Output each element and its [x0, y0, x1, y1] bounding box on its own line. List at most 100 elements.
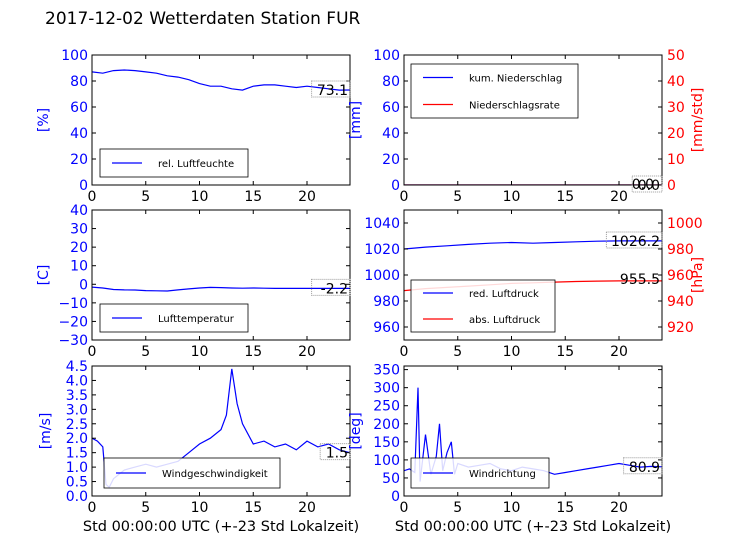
plot-frame — [91, 209, 351, 341]
value-label-2: 955.5 — [620, 272, 660, 288]
x-tick-label: 0 — [88, 189, 97, 205]
y2-axis-label: [mm/std] — [690, 88, 706, 153]
legend-label: Windrichtung — [469, 469, 536, 480]
y-tick-label: 0.0 — [66, 489, 88, 505]
legend-label: rel. Luftfeuchte — [158, 159, 234, 170]
y-tick-label: 100 — [373, 453, 400, 469]
x-tick-label: 20 — [610, 500, 628, 516]
y2-tick-label: 50 — [667, 48, 685, 64]
y-tick-label: 2.0 — [66, 431, 88, 447]
x-tick-label: 20 — [298, 189, 316, 205]
panel-pressure: 0 5 10 15 20 960 980 1000 1020 1040 920 940 960 980 10… — [364, 209, 706, 360]
y-tick-label: 40 — [70, 126, 88, 142]
y-tick-label: 1.0 — [66, 460, 88, 476]
x-tick-label: 20 — [610, 189, 628, 205]
y2-tick-label: 940 — [667, 294, 694, 310]
y-tick-label: 300 — [373, 381, 400, 397]
y-tick-label: 960 — [373, 320, 400, 336]
value-label: 80.9 — [629, 460, 660, 476]
x-tick-label: 0 — [88, 500, 97, 516]
x-tick-label: 10 — [503, 344, 521, 360]
x-tick-label: 20 — [298, 500, 316, 516]
y-tick-label: −30 — [58, 333, 88, 349]
y2-tick-label: 40 — [667, 74, 685, 90]
y-tick-label: 30 — [70, 222, 88, 238]
y-tick-label: 100 — [373, 48, 400, 64]
y-tick-label: 0 — [79, 277, 88, 293]
legend-box — [410, 63, 579, 119]
y-tick-label: 0.5 — [66, 475, 88, 491]
value-label: -2.2 — [321, 281, 348, 297]
x-tick-label: 15 — [556, 500, 574, 516]
y-tick-label: 20 — [70, 152, 88, 168]
value-label-box — [311, 278, 351, 296]
value-label-2: 0.0 — [632, 177, 654, 193]
y-tick-label: 200 — [373, 417, 400, 433]
y2-tick-label: 10 — [667, 152, 685, 168]
x-tick-label: 10 — [191, 344, 209, 360]
plot-frame — [91, 365, 351, 497]
y-tick-label: 40 — [70, 203, 88, 219]
x-tick-label: 10 — [503, 189, 521, 205]
series-line-pressure-0 — [404, 240, 662, 250]
y2-axis-label: [hPa] — [690, 257, 706, 293]
y-tick-label: 250 — [373, 399, 400, 415]
x-tick-label: 0 — [400, 344, 409, 360]
panel-humidity: 0 5 10 15 20 0 20 40 60 80 100 [%] 73.1 rel. Luftfeuc… — [36, 48, 351, 205]
y-tick-label: 80 — [382, 74, 400, 90]
legend-label: Windgeschwindigkeit — [162, 469, 268, 480]
x-tick-label: 5 — [453, 344, 462, 360]
value-label: 73.1 — [317, 83, 348, 99]
panel-precipitation: 0 5 10 15 20 0 20 40 60 80 100 0 10 20 30 40 50 [mm] [mm/s… — [348, 48, 706, 205]
y-tick-label: 350 — [373, 363, 400, 379]
value-label: 0.0 — [638, 178, 660, 194]
value-label-box — [311, 80, 351, 98]
x-tick-label: 5 — [453, 500, 462, 516]
x-tick-label: 0 — [400, 189, 409, 205]
legend-label: Lufttemperatur — [158, 314, 235, 325]
value-label-box — [319, 443, 351, 461]
y-axis-label: [%] — [36, 108, 52, 132]
y-tick-label: 20 — [70, 240, 88, 256]
x-tick-label: 15 — [244, 344, 262, 360]
y-tick-label: 2.5 — [66, 417, 88, 433]
y-tick-label: 150 — [373, 435, 400, 451]
legend-label: kum. Niederschlag — [469, 74, 562, 85]
y-tick-label: 100 — [61, 48, 88, 64]
y-tick-label: −10 — [58, 296, 88, 312]
y-tick-label: 60 — [382, 100, 400, 116]
x-axis-label: Std 00:00:00 UTC (+-23 Std Lokalzeit) — [395, 519, 671, 535]
y2-tick-label: 0 — [667, 178, 676, 194]
y-tick-label: 0 — [391, 178, 400, 194]
y-tick-label: 0 — [391, 489, 400, 505]
legend-label: Niederschlagsrate — [469, 101, 560, 112]
y2-tick-label: 960 — [667, 268, 694, 284]
x-tick-label: 5 — [141, 344, 150, 360]
y-axis-label: [m/s] — [38, 413, 54, 450]
y-tick-label: 4.0 — [66, 373, 88, 389]
y-tick-label: 980 — [373, 294, 400, 310]
y2-tick-label: 980 — [667, 242, 694, 258]
y-axis-label: [C] — [36, 265, 52, 286]
legend-label: abs. Luftdruck — [469, 315, 540, 326]
legend-box — [410, 279, 556, 333]
x-axis-label: Std 00:00:00 UTC (+-23 Std Lokalzeit) — [83, 519, 359, 535]
value-label: 1.5 — [326, 446, 348, 462]
x-tick-label: 5 — [141, 500, 150, 516]
y-axis-label: [mm] — [348, 101, 364, 139]
y-tick-label: 1040 — [364, 216, 400, 232]
x-tick-label: 5 — [141, 189, 150, 205]
y-tick-label: 1000 — [364, 268, 400, 284]
y-tick-label: 10 — [70, 259, 88, 275]
y2-tick-label: 920 — [667, 320, 694, 336]
panel-temperature: 0 5 10 15 20 −30 −20 −10 0 10 20 30 40 [C] -2.2 Lufttem… — [36, 203, 351, 360]
y-tick-label: 60 — [70, 100, 88, 116]
plot-frame — [403, 365, 663, 497]
x-tick-label: 15 — [556, 189, 574, 205]
plot-frame — [403, 54, 663, 186]
y-tick-label: 50 — [382, 471, 400, 487]
x-tick-label: 0 — [400, 500, 409, 516]
value-label: 1026.2 — [611, 234, 660, 250]
